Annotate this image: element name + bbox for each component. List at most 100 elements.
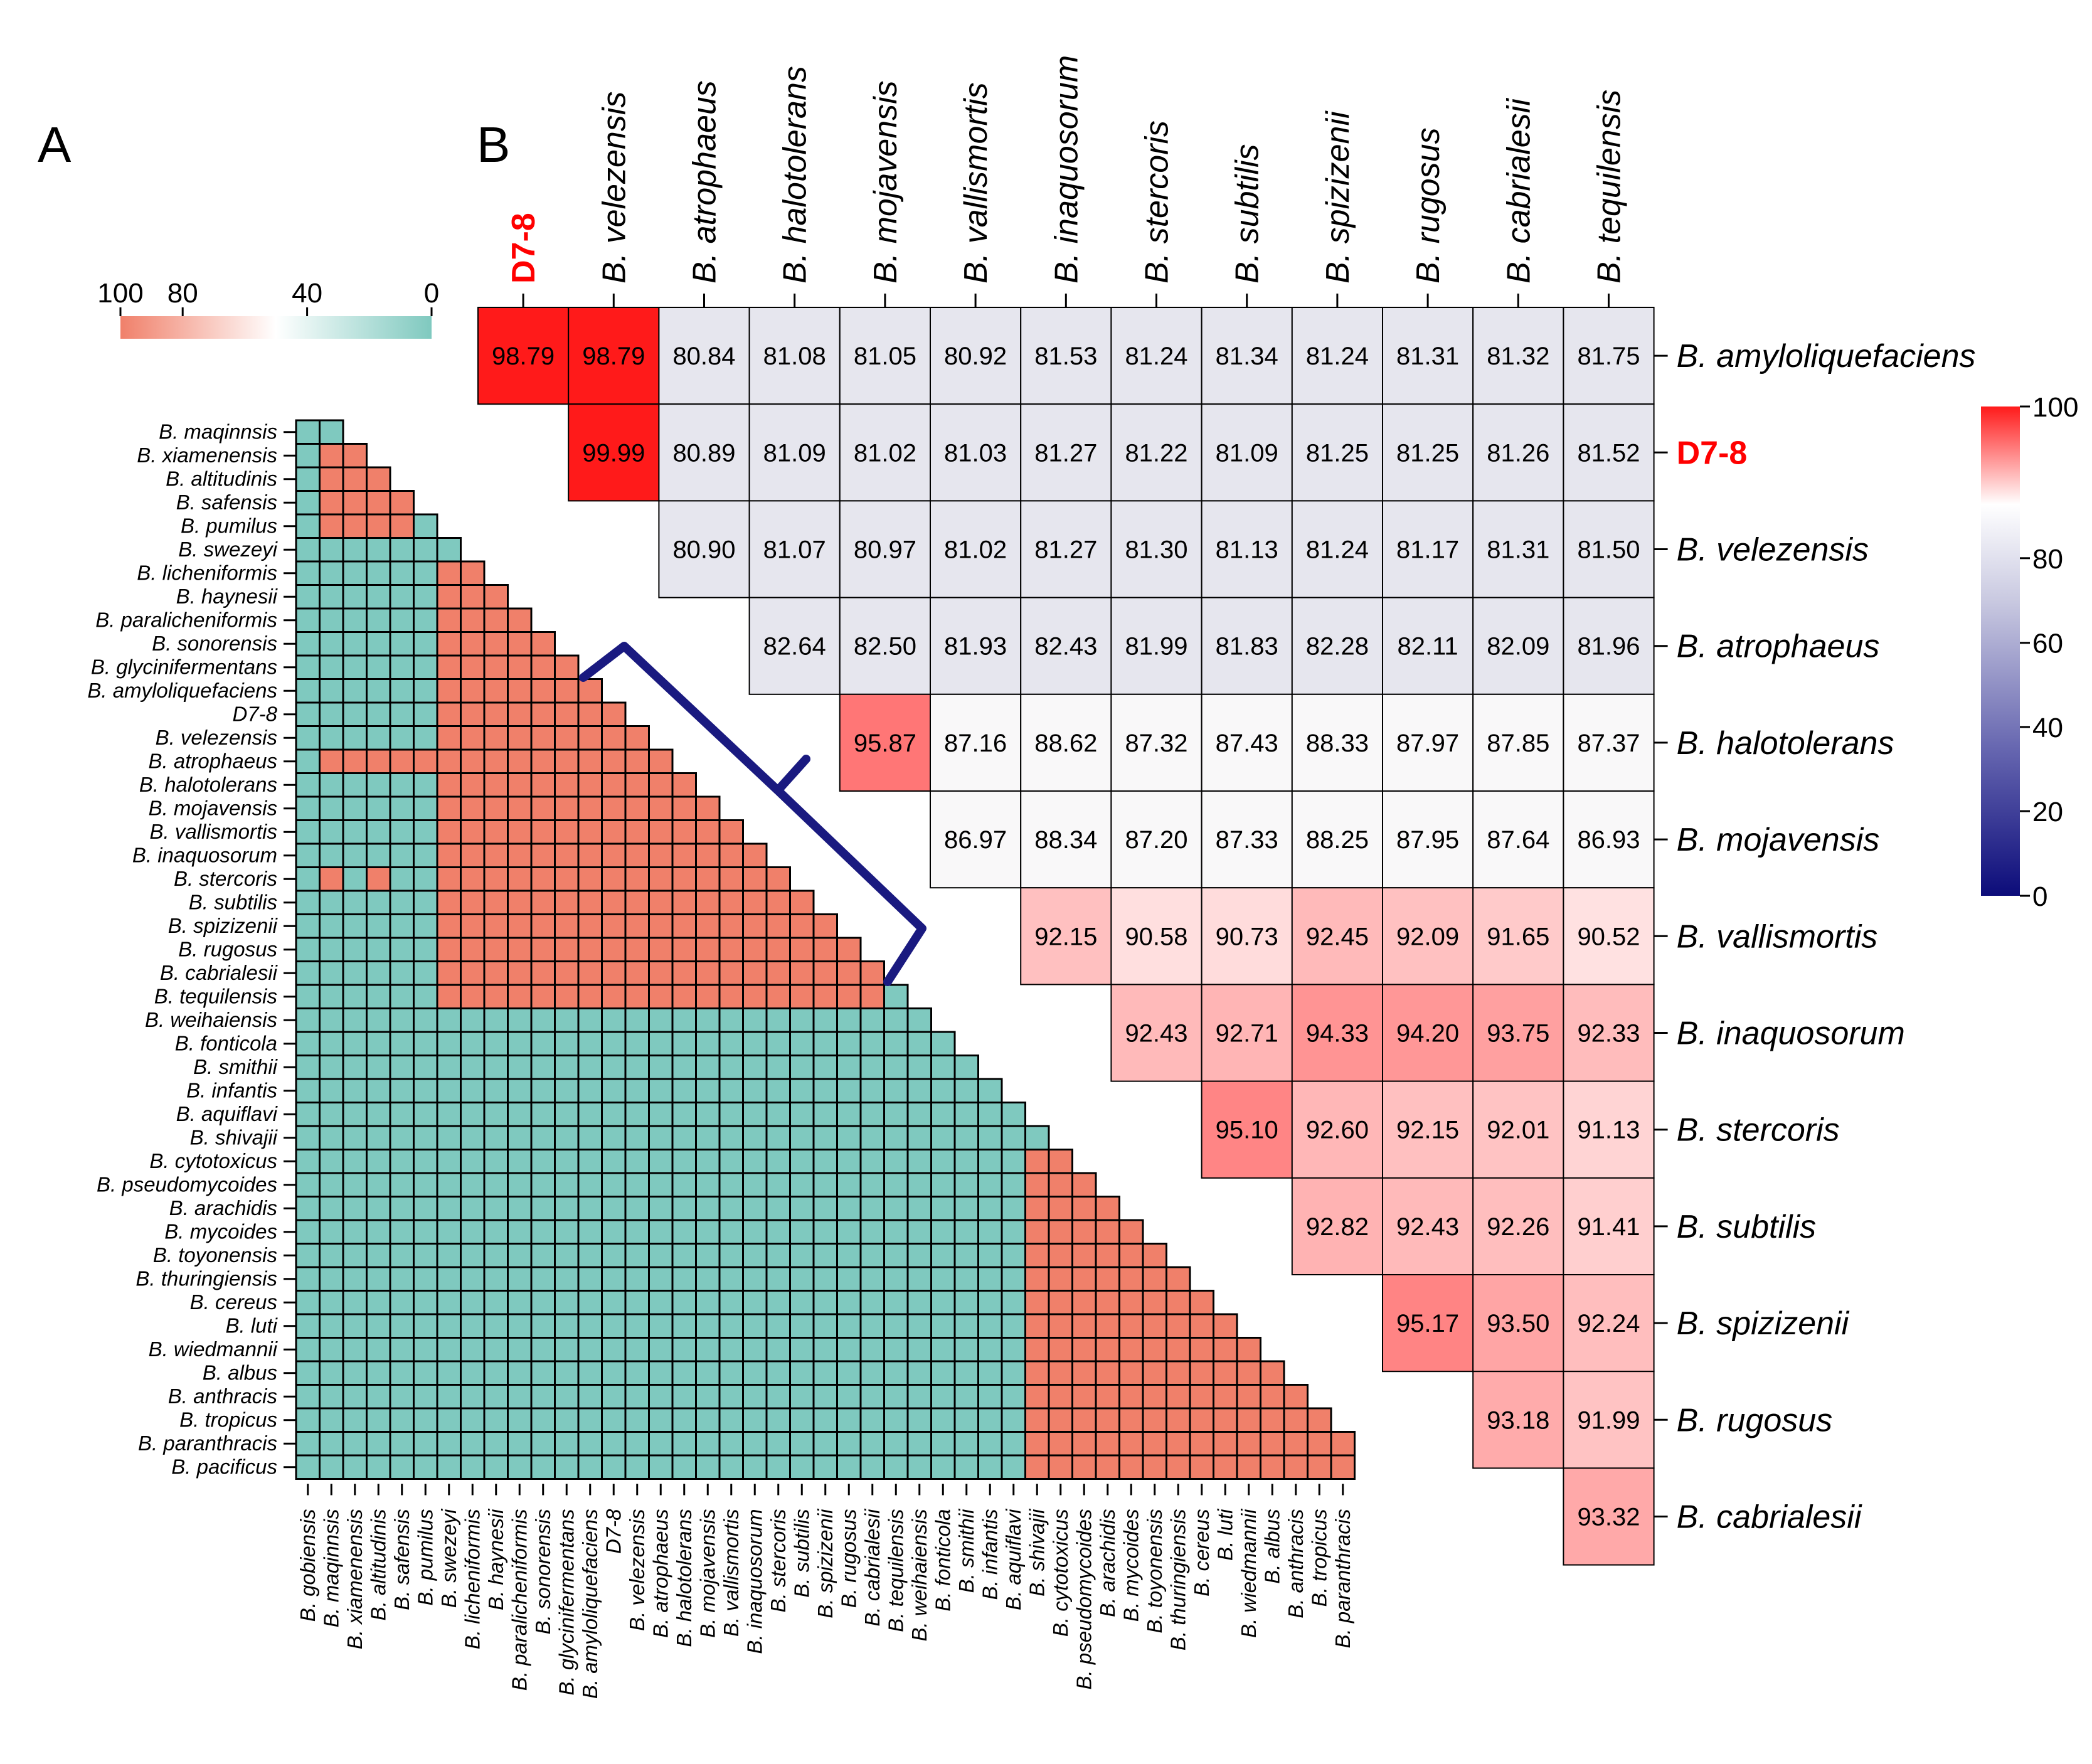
heatmap-a-cell <box>789 1219 815 1245</box>
heatmap-a-cell <box>883 1431 909 1457</box>
heatmap-a-cell <box>366 1266 391 1292</box>
heatmap-a-cell <box>695 1243 721 1268</box>
heatmap-a-row-label: B. halotolerans <box>139 773 277 796</box>
heatmap-a-cell <box>507 1007 533 1033</box>
heatmap-a-cell <box>1118 1454 1144 1480</box>
heatmap-a-cell <box>836 1055 862 1080</box>
heatmap-a-cell <box>671 1172 697 1198</box>
heatmap-a-cell <box>460 890 486 915</box>
heatmap-a-cell <box>460 984 486 1009</box>
heatmap-a-cell <box>1189 1290 1214 1315</box>
heatmap-a-cell <box>765 1431 791 1457</box>
table-b-cell <box>1472 790 1564 889</box>
heatmap-a-cell <box>695 1078 721 1103</box>
heatmap-a-cell <box>460 819 486 845</box>
heatmap-a-cell <box>648 1055 674 1080</box>
heatmap-a-cell <box>366 1102 391 1127</box>
heatmap-a-cell <box>812 1172 838 1198</box>
heatmap-a-cell <box>1260 1360 1285 1386</box>
heatmap-a-cell <box>1024 1384 1050 1410</box>
heatmap-a-cell <box>577 1078 603 1103</box>
heatmap-a-cell <box>1001 1313 1026 1339</box>
heatmap-a-cell <box>319 1031 344 1056</box>
heatmap-a-col-label: B. pseudomycoides <box>1072 1509 1095 1690</box>
heatmap-a-cell <box>366 748 391 774</box>
heatmap-a-cell <box>1071 1243 1097 1268</box>
heatmap-a-cell <box>342 890 368 915</box>
heatmap-a-cell <box>507 1454 533 1480</box>
heatmap-a-cell <box>789 1384 815 1410</box>
heatmap-a-cell <box>671 842 697 868</box>
heatmap-a-cell <box>930 1313 956 1339</box>
heatmap-a-cell <box>624 913 650 939</box>
heatmap-a-cell <box>789 1149 815 1174</box>
heatmap-a-cell <box>507 1431 533 1457</box>
heatmap-a-cell <box>530 960 556 986</box>
heatmap-a-cell <box>319 1055 344 1080</box>
heatmap-a-cell <box>1001 1290 1026 1315</box>
heatmap-a-cell <box>601 772 627 798</box>
heatmap-a-cell <box>295 1266 321 1292</box>
heatmap-a-cell <box>718 937 744 962</box>
heatmap-a-cell <box>859 1290 885 1315</box>
heatmap-a-cell <box>460 937 486 962</box>
heatmap-a-cell <box>859 960 885 986</box>
heatmap-a-cell <box>295 890 321 915</box>
panel-b-colorbar: 100 80 60 40 20 0 <box>1981 392 2078 912</box>
heatmap-a-col-label: B. arachidis <box>1096 1509 1119 1617</box>
heatmap-a-cell <box>765 890 791 915</box>
table-b-value: 87.97 <box>1396 730 1459 757</box>
table-b-value: 87.64 <box>1487 826 1549 854</box>
heatmap-a-cell <box>1165 1266 1191 1292</box>
heatmap-a-cell <box>695 1337 721 1363</box>
heatmap-a-cell <box>601 1149 627 1174</box>
heatmap-a-cell <box>812 1007 838 1033</box>
table-b-value: 81.31 <box>1487 536 1549 564</box>
heatmap-a-cell <box>295 654 321 680</box>
heatmap-a-cell <box>366 960 391 986</box>
heatmap-a-cell <box>342 842 368 868</box>
heatmap-a-cell <box>789 984 815 1009</box>
heatmap-a-cell <box>883 1149 909 1174</box>
table-b-value: 92.45 <box>1306 923 1369 950</box>
heatmap-a-cell <box>789 1360 815 1386</box>
heatmap-a-cell <box>883 1384 909 1410</box>
heatmap-a-cell <box>1071 1313 1097 1339</box>
table-b-cell <box>1020 403 1112 502</box>
table-b-value: 81.24 <box>1306 343 1369 370</box>
heatmap-a-cell <box>742 1290 768 1315</box>
heatmap-a-row-label: B. tequilensis <box>154 984 277 1007</box>
table-b-row-label: B. velezensis <box>1677 532 1869 568</box>
heatmap-a-cell <box>1024 1337 1050 1363</box>
heatmap-a-cell <box>695 1172 721 1198</box>
heatmap-a-cell <box>742 1384 768 1410</box>
heatmap-a-cell <box>413 866 438 892</box>
heatmap-a-cell <box>342 1431 368 1457</box>
heatmap-a-cell <box>648 1031 674 1056</box>
heatmap-a-cell <box>930 1407 956 1433</box>
heatmap-a-cell <box>413 1431 438 1457</box>
heatmap-a-cell <box>1001 1219 1026 1245</box>
heatmap-a-cell <box>671 1431 697 1457</box>
heatmap-a-cell <box>883 984 909 1009</box>
heatmap-a-cell <box>460 631 486 657</box>
table-b-value: 81.24 <box>1125 343 1187 370</box>
heatmap-a-cell <box>295 1290 321 1315</box>
heatmap-a-cell <box>624 1102 650 1127</box>
heatmap-a-col-label: B. luti <box>1213 1508 1236 1561</box>
table-b-cell <box>1201 790 1293 889</box>
heatmap-a-cell <box>554 1454 580 1480</box>
heatmap-a-cell <box>389 1172 415 1198</box>
clade-bracket <box>579 642 927 986</box>
heatmap-a-cell <box>577 1454 603 1480</box>
heatmap-a-cell <box>742 1031 768 1056</box>
panel-a-legend-bar <box>120 316 432 339</box>
heatmap-a-cell <box>765 913 791 939</box>
table-b-value: 91.41 <box>1577 1213 1640 1241</box>
table-b-cell <box>1020 887 1112 986</box>
heatmap-a-cell <box>953 1384 979 1410</box>
heatmap-a-cell <box>483 1219 509 1245</box>
heatmap-a-cell <box>1071 1219 1097 1245</box>
heatmap-a-cell <box>1048 1172 1073 1198</box>
heatmap-a-row-label: B. spizizenii <box>168 914 279 937</box>
